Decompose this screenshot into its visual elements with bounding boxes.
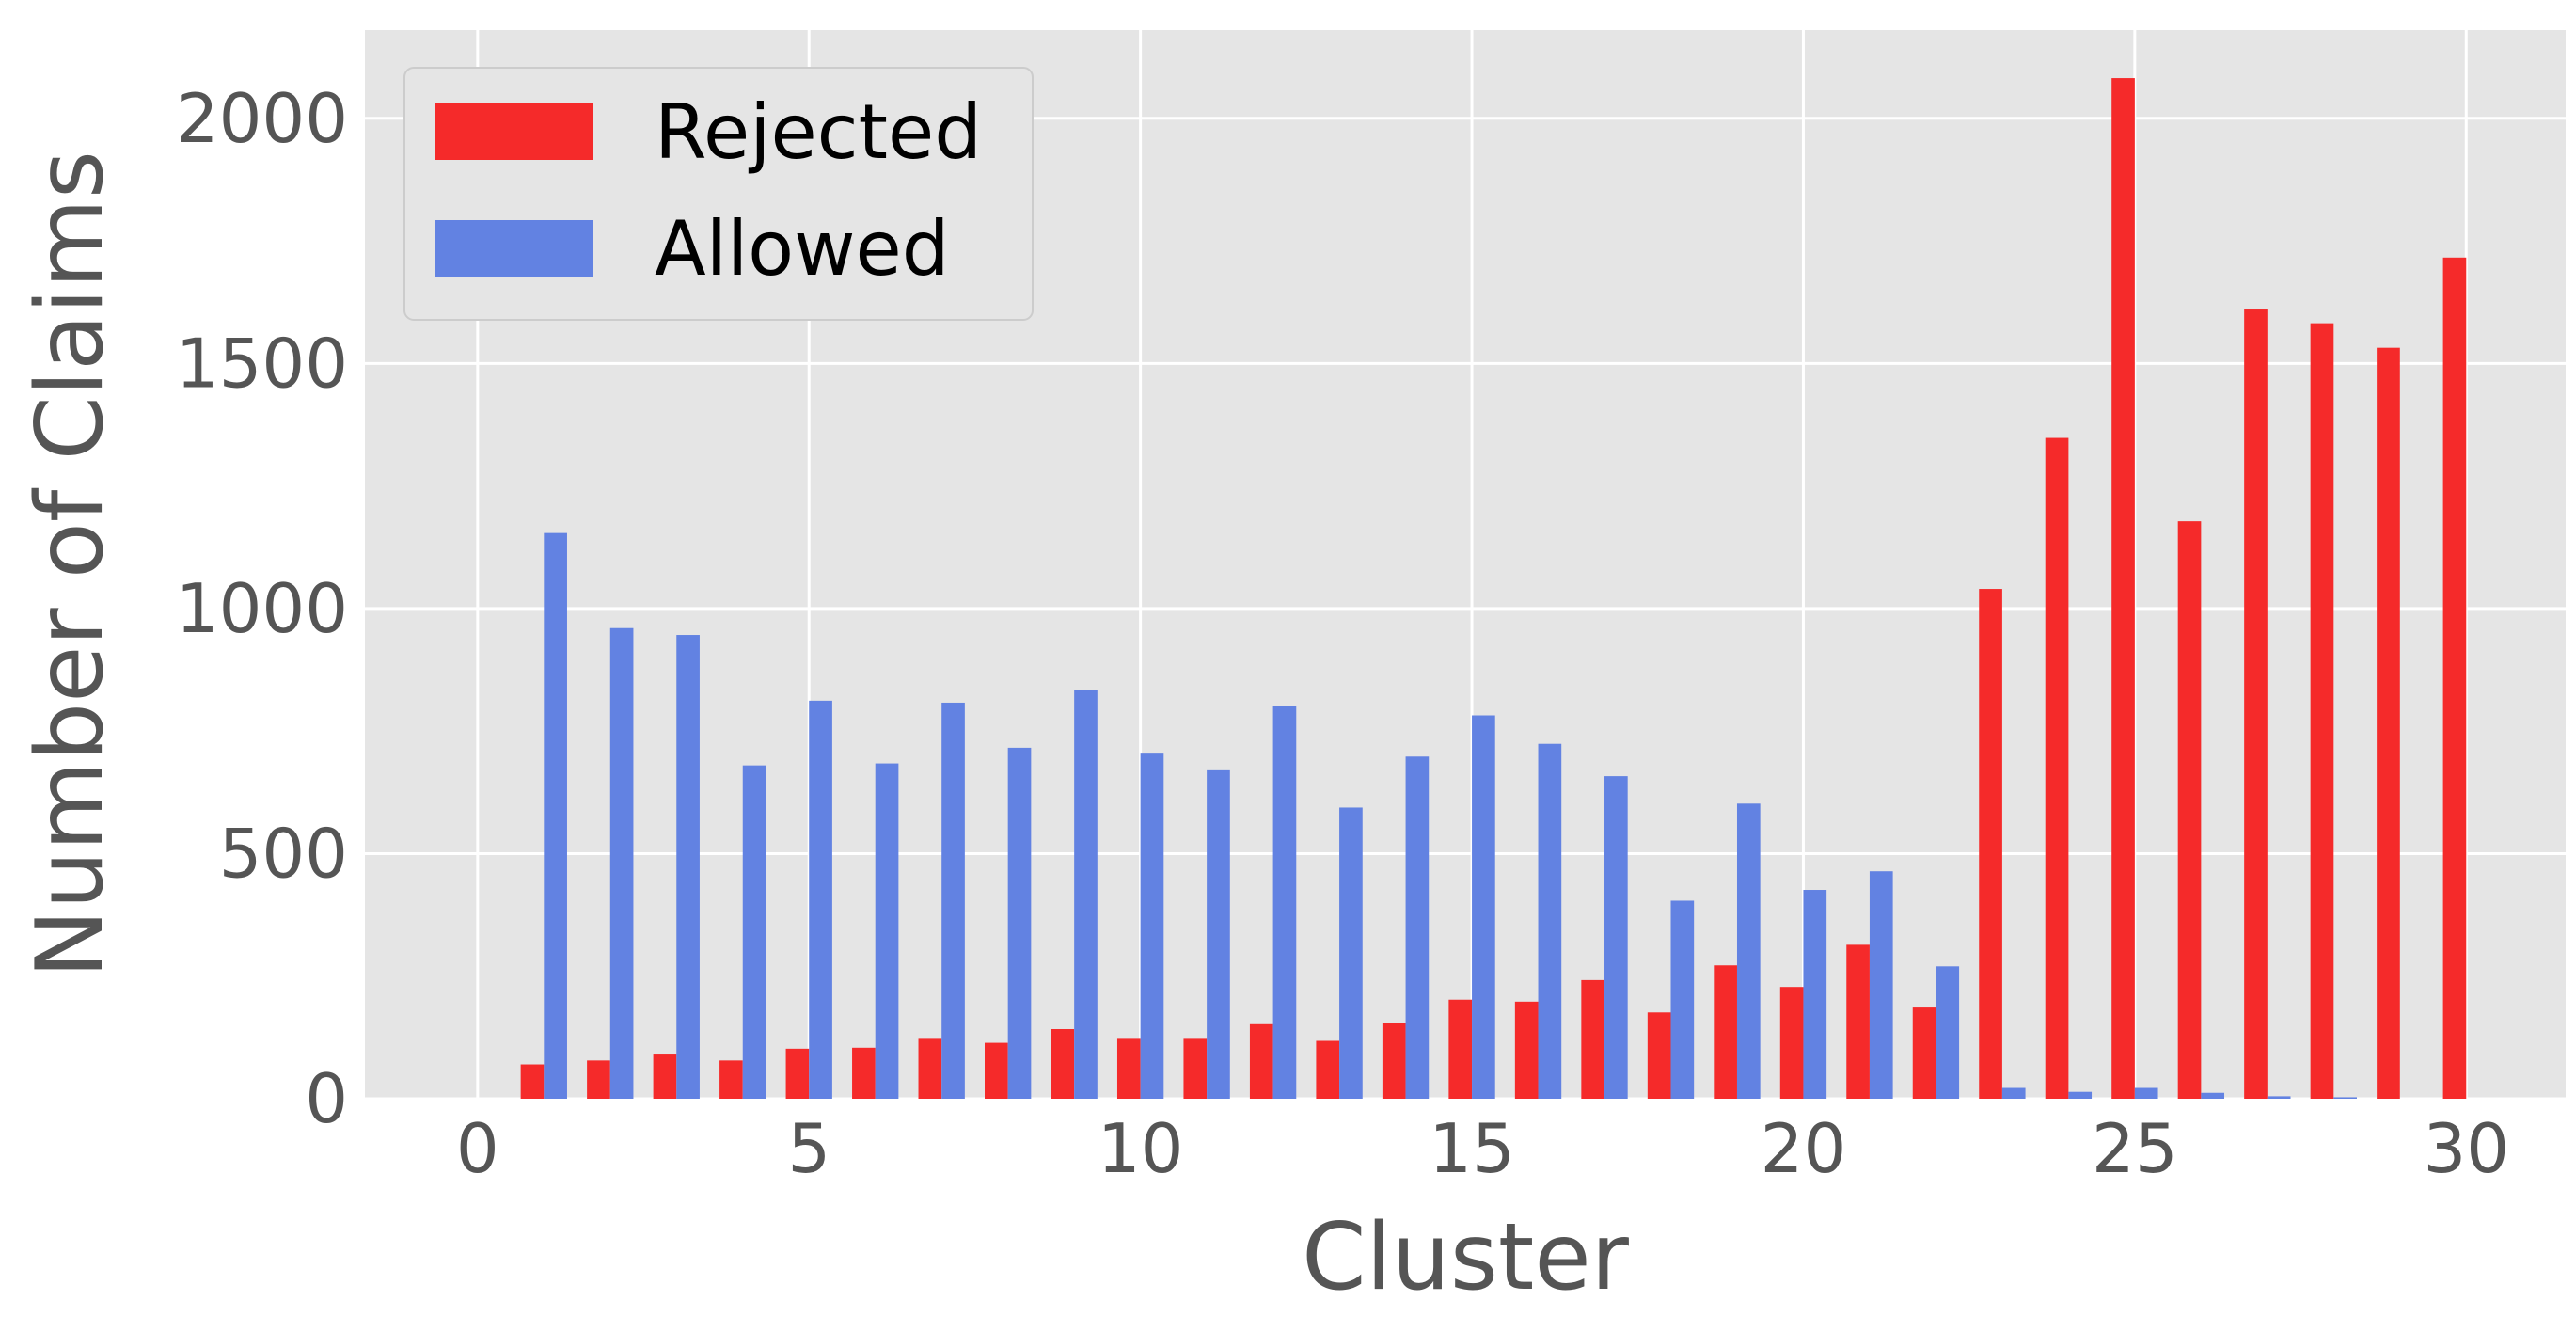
y-tick-label-1500: 1500: [176, 324, 348, 403]
bar-allowed-3: [676, 635, 700, 1099]
bar-allowed-20: [1803, 890, 1826, 1099]
y-tick-label-1000: 1000: [176, 569, 348, 648]
bar-allowed-17: [1604, 776, 1628, 1099]
x-tick-label-5: 5: [787, 1109, 830, 1188]
bar-rejected-3: [654, 1054, 677, 1099]
bar-rejected-9: [1051, 1029, 1074, 1099]
bar-rejected-23: [1979, 589, 2002, 1099]
bar-allowed-15: [1472, 715, 1495, 1099]
bar-rejected-8: [985, 1043, 1008, 1099]
bar-rejected-22: [1913, 1007, 1936, 1099]
bar-allowed-12: [1273, 706, 1297, 1099]
bar-rejected-1: [521, 1065, 545, 1099]
bar-rejected-30: [2443, 258, 2467, 1099]
bar-allowed-16: [1539, 744, 1562, 1099]
bar-rejected-15: [1448, 1000, 1472, 1099]
bar-rejected-26: [2178, 521, 2202, 1099]
bar-allowed-5: [809, 701, 832, 1099]
bar-rejected-16: [1515, 1002, 1539, 1099]
legend: Rejected Allowed: [404, 68, 1033, 320]
bar-rejected-6: [852, 1048, 876, 1099]
bar-rejected-14: [1383, 1023, 1406, 1099]
bar-rejected-7: [919, 1038, 942, 1099]
y-axis-title: Number of Claims: [17, 151, 124, 978]
bar-allowed-7: [941, 703, 965, 1099]
bar-allowed-2: [610, 628, 634, 1099]
bar-allowed-19: [1737, 803, 1761, 1099]
bar-allowed-18: [1670, 900, 1694, 1099]
bar-rejected-18: [1648, 1012, 1671, 1099]
x-tick-label-0: 0: [456, 1109, 499, 1188]
x-tick-label-20: 20: [1761, 1109, 1847, 1188]
bar-rejected-27: [2244, 309, 2268, 1099]
bar-allowed-10: [1141, 753, 1164, 1099]
bar-rejected-13: [1316, 1041, 1339, 1099]
legend-label-allowed: Allowed: [655, 205, 950, 293]
x-tick-label-30: 30: [2423, 1109, 2509, 1188]
bar-rejected-4: [719, 1060, 743, 1099]
bar-rejected-2: [587, 1060, 610, 1099]
legend-label-rejected: Rejected: [655, 88, 982, 176]
bar-allowed-22: [1936, 966, 1959, 1099]
bar-allowed-27: [2268, 1096, 2291, 1099]
bar-rejected-17: [1581, 980, 1604, 1099]
x-tick-label-15: 15: [1429, 1109, 1515, 1188]
bar-rejected-20: [1780, 987, 1804, 1099]
x-axis-title: Cluster: [1302, 1204, 1630, 1311]
bar-rejected-29: [2377, 348, 2400, 1099]
bar-allowed-24: [2068, 1092, 2092, 1099]
bar-allowed-26: [2201, 1093, 2224, 1099]
x-tick-label-10: 10: [1098, 1109, 1184, 1188]
bar-allowed-8: [1008, 748, 1032, 1099]
bar-allowed-21: [1870, 871, 1893, 1099]
bar-rejected-10: [1117, 1038, 1141, 1099]
bar-allowed-23: [2002, 1088, 2026, 1099]
bar-allowed-11: [1207, 770, 1230, 1099]
bar-rejected-28: [2311, 324, 2334, 1099]
bar-allowed-6: [876, 764, 899, 1099]
bar-allowed-1: [544, 533, 567, 1099]
bar-rejected-19: [1714, 965, 1737, 1099]
bar-allowed-13: [1339, 807, 1363, 1099]
legend-swatch-rejected: [435, 103, 593, 160]
bar-allowed-25: [2135, 1088, 2158, 1099]
bar-rejected-21: [1846, 944, 1870, 1099]
x-tick-label-25: 25: [2092, 1109, 2178, 1188]
y-tick-label-500: 500: [219, 814, 348, 893]
bar-allowed-14: [1406, 756, 1430, 1099]
bar-allowed-28: [2333, 1097, 2357, 1099]
bar-rejected-11: [1183, 1038, 1207, 1099]
bar-allowed-9: [1074, 690, 1098, 1099]
bar-allowed-4: [743, 766, 766, 1099]
bar-rejected-12: [1250, 1024, 1273, 1099]
y-tick-label-0: 0: [305, 1059, 348, 1138]
bar-rejected-5: [786, 1049, 810, 1099]
bar-rejected-25: [2111, 78, 2135, 1099]
bar-rejected-24: [2046, 438, 2069, 1099]
legend-swatch-allowed: [435, 220, 593, 277]
y-tick-label-2000: 2000: [176, 79, 348, 158]
